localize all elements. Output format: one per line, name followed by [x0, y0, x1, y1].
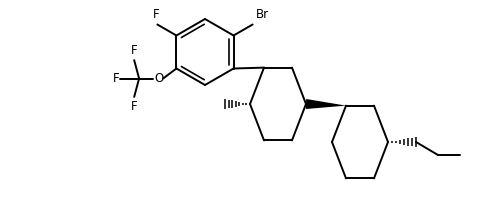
Polygon shape: [306, 99, 346, 109]
Text: F: F: [153, 9, 160, 21]
Text: F: F: [131, 100, 137, 113]
Text: Br: Br: [255, 9, 269, 21]
Text: O: O: [154, 72, 164, 85]
Text: F: F: [113, 72, 119, 85]
Text: F: F: [131, 44, 137, 57]
